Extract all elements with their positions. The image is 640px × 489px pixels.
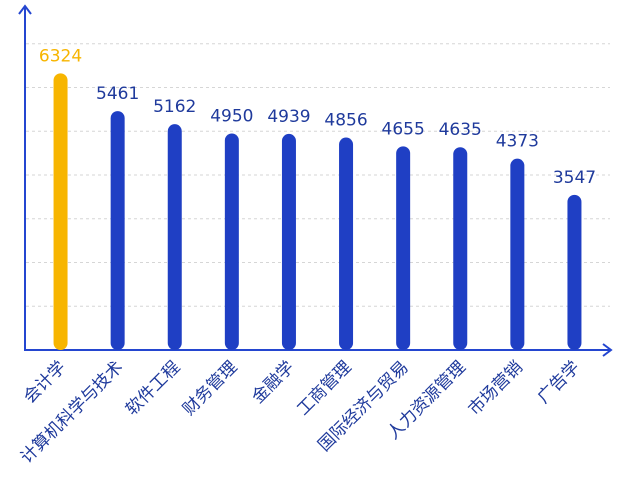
- x-tick-label: 市场营销: [465, 357, 527, 419]
- bar: [567, 194, 582, 350]
- bar: [510, 158, 525, 350]
- value-label: 3547: [553, 168, 596, 188]
- bar: [53, 73, 68, 350]
- bar: [110, 111, 125, 350]
- value-label: 5162: [153, 97, 196, 117]
- value-label: 6324: [39, 46, 82, 66]
- value-label: 4655: [382, 119, 425, 139]
- value-label: 4373: [496, 132, 539, 152]
- x-axis-arrow: [602, 343, 613, 357]
- x-tick-label: 会计学: [20, 357, 70, 407]
- bar: [396, 146, 411, 350]
- value-label: 4856: [324, 111, 367, 131]
- x-tick-label: 软件工程: [122, 357, 184, 419]
- y-axis-arrow: [18, 4, 32, 15]
- value-label: 5461: [96, 84, 139, 104]
- bar: [167, 124, 182, 350]
- x-tick-label: 广告学: [534, 357, 584, 407]
- bar: [339, 137, 354, 350]
- x-tick-label: 财务管理: [179, 357, 241, 419]
- value-label: 4939: [267, 107, 310, 127]
- bar: [281, 133, 296, 350]
- value-label: 4950: [210, 106, 253, 126]
- bar: [224, 133, 239, 350]
- value-label: 4635: [439, 120, 482, 140]
- bar: [453, 147, 468, 350]
- x-tick-label: 金融学: [248, 357, 298, 407]
- x-tick-label: 计算机科学与技术: [17, 357, 127, 467]
